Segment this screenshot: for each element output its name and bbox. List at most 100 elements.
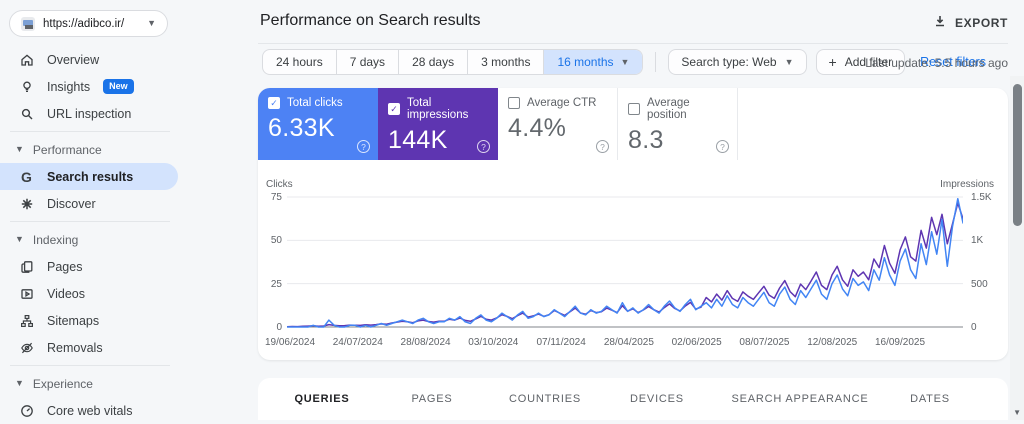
date-range-16-months[interactable]: 16 months ▼ (544, 50, 643, 74)
sidebar-item-overview[interactable]: Overview (0, 46, 178, 73)
metric-label: Total clicks (287, 97, 343, 109)
sidebar-divider (10, 131, 170, 132)
chevron-down-icon: ▼ (15, 144, 24, 154)
metric-label: Total impressions (407, 97, 469, 121)
date-range-3-months[interactable]: 3 months (468, 50, 545, 74)
tab-pages[interactable]: PAGES (411, 393, 453, 405)
home-icon (19, 52, 34, 67)
x-tick-label: 16/09/2025 (874, 337, 926, 348)
page-title: Performance on Search results (260, 12, 481, 29)
gauge-icon (19, 403, 34, 418)
date-range-label: 7 days (349, 55, 386, 69)
x-tick-label: 03/10/2024 (468, 337, 519, 348)
metric-value: 144K (388, 126, 448, 154)
sidebar-item-label: Core web vitals (47, 403, 133, 418)
plus-icon: + (828, 54, 837, 70)
sitemap-icon (19, 313, 34, 328)
help-icon[interactable]: ? (477, 140, 490, 153)
date-range-label: 28 days (412, 55, 455, 69)
metric-checkbox[interactable]: ✓ (388, 103, 400, 115)
date-range-label: 16 months (557, 55, 614, 69)
left-tick-label: 25 (270, 278, 282, 290)
date-range-24-hours[interactable]: 24 hours (263, 50, 337, 74)
sidebar-item-label: Sitemaps (47, 313, 100, 328)
header-divider (258, 43, 1008, 44)
help-icon[interactable]: ? (357, 140, 370, 153)
sidebar-section-label: Experience (32, 376, 93, 391)
chevron-down-icon: ▼ (784, 56, 794, 67)
x-tick-label: 24/07/2024 (332, 337, 383, 348)
sidebar-section-experience[interactable]: ▼ Experience (0, 370, 178, 397)
search-type-chip[interactable]: Search type: Web ▼ (668, 49, 807, 75)
sidebar-item-removals[interactable]: Removals (0, 334, 178, 361)
metric-label: Average CTR (527, 97, 597, 109)
tab-queries[interactable]: QUERIES (294, 393, 350, 405)
asterisk-icon (19, 196, 34, 211)
x-tick-label: 02/06/2025 (671, 337, 722, 348)
left-tick-label: 50 (270, 235, 282, 247)
x-tick-label: 19/06/2024 (264, 337, 316, 348)
sidebar-item-label: Search results (47, 169, 134, 184)
right-tick-label: 500 (971, 278, 988, 290)
sidebar-item-videos[interactable]: Videos (0, 280, 178, 307)
scrollbar-down-arrow[interactable]: ▼ (1013, 408, 1021, 417)
sidebar-item-label: Videos (47, 286, 85, 301)
right-tick-label: 1.5K (971, 192, 992, 203)
right-axis-title: Impressions (940, 179, 994, 190)
sidebar-divider (10, 365, 170, 366)
new-badge: New (103, 79, 134, 94)
sidebar-section-performance[interactable]: ▼ Performance (0, 136, 178, 163)
series-line-total-clicks (287, 197, 963, 328)
search-icon (19, 106, 34, 121)
export-button[interactable]: EXPORT (933, 14, 1008, 31)
chevron-down-icon: ▼ (620, 56, 630, 67)
sidebar-item-search-results[interactable]: G Search results (0, 163, 178, 190)
reset-filters-link[interactable]: Reset filters (920, 55, 987, 69)
scrollbar-thumb[interactable] (1013, 84, 1022, 226)
metric-checkbox[interactable] (628, 103, 640, 115)
sidebar-section-indexing[interactable]: ▼ Indexing (0, 226, 178, 253)
metric-checkbox[interactable] (508, 97, 520, 109)
tab-search-appearance[interactable]: SEARCH APPEARANCE (731, 393, 869, 405)
search-type-label: Search type: Web (681, 55, 777, 69)
date-range-label: 24 hours (276, 55, 323, 69)
filter-bar: 24 hours 7 days 28 days 3 months 16 months ▼ S… (262, 49, 986, 75)
date-range-28-days[interactable]: 28 days (399, 50, 469, 74)
metric-value: 4.4% (508, 114, 567, 142)
metric-value: 8.3 (628, 126, 664, 154)
metric-checkbox[interactable]: ✓ (268, 97, 280, 109)
tab-countries[interactable]: COUNTRIES (509, 393, 581, 405)
sidebar-item-sitemaps[interactable]: Sitemaps (0, 307, 178, 334)
tab-devices[interactable]: DEVICES (630, 393, 684, 405)
g-icon: G (21, 168, 32, 185)
help-icon[interactable]: ? (596, 140, 609, 153)
metric-card-average-position[interactable]: Average position 8.3? (618, 88, 738, 160)
date-range-7-days[interactable]: 7 days (337, 50, 400, 74)
filter-divider (655, 52, 657, 72)
add-filter-label: Add filter (844, 55, 893, 69)
sidebar-item-core-web-vitals[interactable]: Core web vitals (0, 397, 178, 424)
date-range-selector: 24 hours 7 days 28 days 3 months 16 months ▼ (262, 49, 644, 75)
dimension-tabs-panel: QUERIES PAGES COUNTRIES DEVICES SEARCH APPEA… (258, 378, 1008, 420)
video-icon (19, 286, 34, 301)
sidebar-item-label: Pages (47, 259, 83, 274)
sidebar-item-label: Insights (47, 79, 91, 94)
sidebar-item-url-inspection[interactable]: URL inspection (0, 100, 178, 127)
sidebar-divider (10, 221, 170, 222)
metric-card-total-clicks[interactable]: ✓ Total clicks 6.33K? (258, 88, 378, 160)
sidebar-item-label: Removals (47, 340, 103, 355)
metric-card-total-impressions[interactable]: ✓ Total impressions 144K? (378, 88, 498, 160)
eye-off-icon (19, 340, 34, 355)
tab-dates[interactable]: DATES (910, 393, 950, 405)
bulb-icon (19, 79, 34, 94)
sidebar-item-discover[interactable]: Discover (0, 190, 178, 217)
x-tick-label: 28/04/2025 (603, 337, 654, 348)
sidebar-item-label: URL inspection (47, 106, 132, 121)
left-axis-title: Clicks (266, 179, 293, 190)
add-filter-chip[interactable]: + Add filter (815, 49, 906, 75)
sidebar-item-insights[interactable]: Insights New (0, 73, 178, 100)
help-icon[interactable]: ? (716, 140, 729, 153)
property-selector[interactable]: https://adibco.ir/ ▼ (9, 10, 168, 37)
metric-card-average-ctr[interactable]: Average CTR 4.4%? (498, 88, 618, 160)
sidebar-item-pages[interactable]: Pages (0, 253, 178, 280)
